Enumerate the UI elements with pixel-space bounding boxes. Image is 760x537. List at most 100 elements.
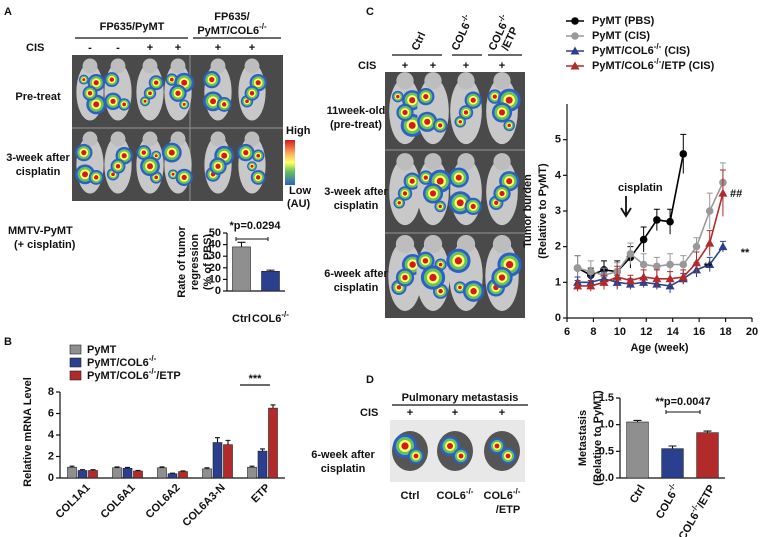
signal <box>209 76 215 83</box>
marker <box>665 274 675 283</box>
mouse-head <box>210 131 226 147</box>
annotation: ** <box>704 261 713 273</box>
row-label: 6-week after <box>311 449 375 461</box>
signal <box>458 120 462 124</box>
signal <box>255 175 261 180</box>
signal <box>181 79 188 86</box>
marker <box>666 217 674 226</box>
signal <box>210 98 217 105</box>
cis-mark: + <box>175 42 181 54</box>
y-tick-label: 2 <box>555 241 561 253</box>
signal <box>498 274 506 281</box>
signal <box>181 174 187 181</box>
signal <box>505 96 513 104</box>
signal <box>82 78 86 82</box>
mouse-head <box>396 153 414 171</box>
signal <box>429 190 437 197</box>
mouse-head <box>170 58 186 74</box>
marker <box>652 274 662 283</box>
signal <box>470 288 477 295</box>
x-tick-label: Ctrl <box>628 483 648 505</box>
scale-label: Low <box>289 185 311 197</box>
mouse-head <box>493 72 511 90</box>
y-tick-label: 3 <box>555 205 561 217</box>
annotation: *** <box>249 373 263 385</box>
signal <box>141 150 147 155</box>
y-tick-label: 50 <box>209 227 221 239</box>
y-tick-label: 6 <box>48 407 54 419</box>
signal <box>93 80 99 86</box>
marker <box>573 281 583 290</box>
x-tick-label: 20 <box>746 326 758 338</box>
bar <box>157 467 167 479</box>
x-tick-label: Ctrl <box>232 313 251 325</box>
signal <box>154 154 158 158</box>
annotation: cisplatin <box>618 182 663 194</box>
signal <box>409 97 416 104</box>
signal <box>215 163 221 169</box>
legend-label: PyMT/COL6-/-/ETP (CIS) <box>592 57 715 72</box>
panel-label: A <box>4 6 12 18</box>
legend-marker <box>570 61 580 70</box>
bar <box>268 407 278 479</box>
bar <box>112 467 122 479</box>
cis-mark: + <box>499 407 505 419</box>
signal <box>505 260 514 269</box>
y-axis-label: (Relative to PyMT) <box>592 390 604 486</box>
signal <box>455 174 462 181</box>
cis-label: CIS <box>358 60 376 72</box>
signal <box>245 99 249 104</box>
y-axis-label: regression <box>189 234 201 291</box>
caption: (+ cisplatin) <box>14 239 76 251</box>
x-tick-label: 16 <box>693 326 705 338</box>
sample-label: Ctrl <box>401 490 420 502</box>
cis-mark: + <box>499 60 505 72</box>
y-tick-label: 8 <box>48 386 54 398</box>
signal <box>436 177 444 185</box>
legend-label: PyMT/COL6-/- (CIS) <box>592 42 690 57</box>
x-tick-label: COL6A2 <box>143 482 182 521</box>
arrow <box>620 196 632 218</box>
signal <box>110 98 116 104</box>
y-tick-label: 0.0 <box>599 472 614 484</box>
signal <box>413 453 419 459</box>
cis-mark: - <box>88 42 92 54</box>
legend-label: PyMT/COL6-/-/ETP <box>87 367 181 382</box>
sample-label: /ETP <box>496 504 520 516</box>
y-tick-label: 4 <box>48 429 55 441</box>
y-tick-label: 1.5 <box>599 392 614 404</box>
marker <box>679 150 688 158</box>
signal <box>168 149 175 156</box>
marker <box>692 258 701 267</box>
y-tick-label: 2 <box>48 450 54 462</box>
signal <box>143 99 147 103</box>
signal <box>507 123 511 128</box>
error-bar <box>270 404 276 409</box>
signal <box>243 149 249 156</box>
cis-mark: + <box>215 42 221 54</box>
legend-label: PyMT/COL6-/- <box>87 354 157 369</box>
y-axis-label: (Relative to PyMT) <box>537 163 549 259</box>
signal <box>87 91 93 96</box>
x-tick-label: COL6-/- <box>651 481 682 521</box>
y-tick-label: 10 <box>209 273 221 285</box>
cis-mark: + <box>249 42 255 54</box>
signal <box>506 178 513 185</box>
signal <box>402 191 408 196</box>
cis-mark: + <box>407 407 413 419</box>
signal <box>171 172 175 176</box>
legend-label: PyMT (CIS) <box>592 30 650 42</box>
signal <box>82 171 89 178</box>
row-label: cisplatin <box>321 463 366 475</box>
cis-mark: + <box>463 60 469 72</box>
mouse-head <box>244 58 260 74</box>
signal <box>429 273 437 282</box>
signal <box>422 258 429 264</box>
marker <box>705 207 714 215</box>
mouse-head <box>424 72 442 90</box>
mouse-head <box>110 131 126 147</box>
signal <box>438 204 442 209</box>
bracket <box>235 237 269 241</box>
marker <box>718 242 728 251</box>
signal <box>396 285 402 290</box>
